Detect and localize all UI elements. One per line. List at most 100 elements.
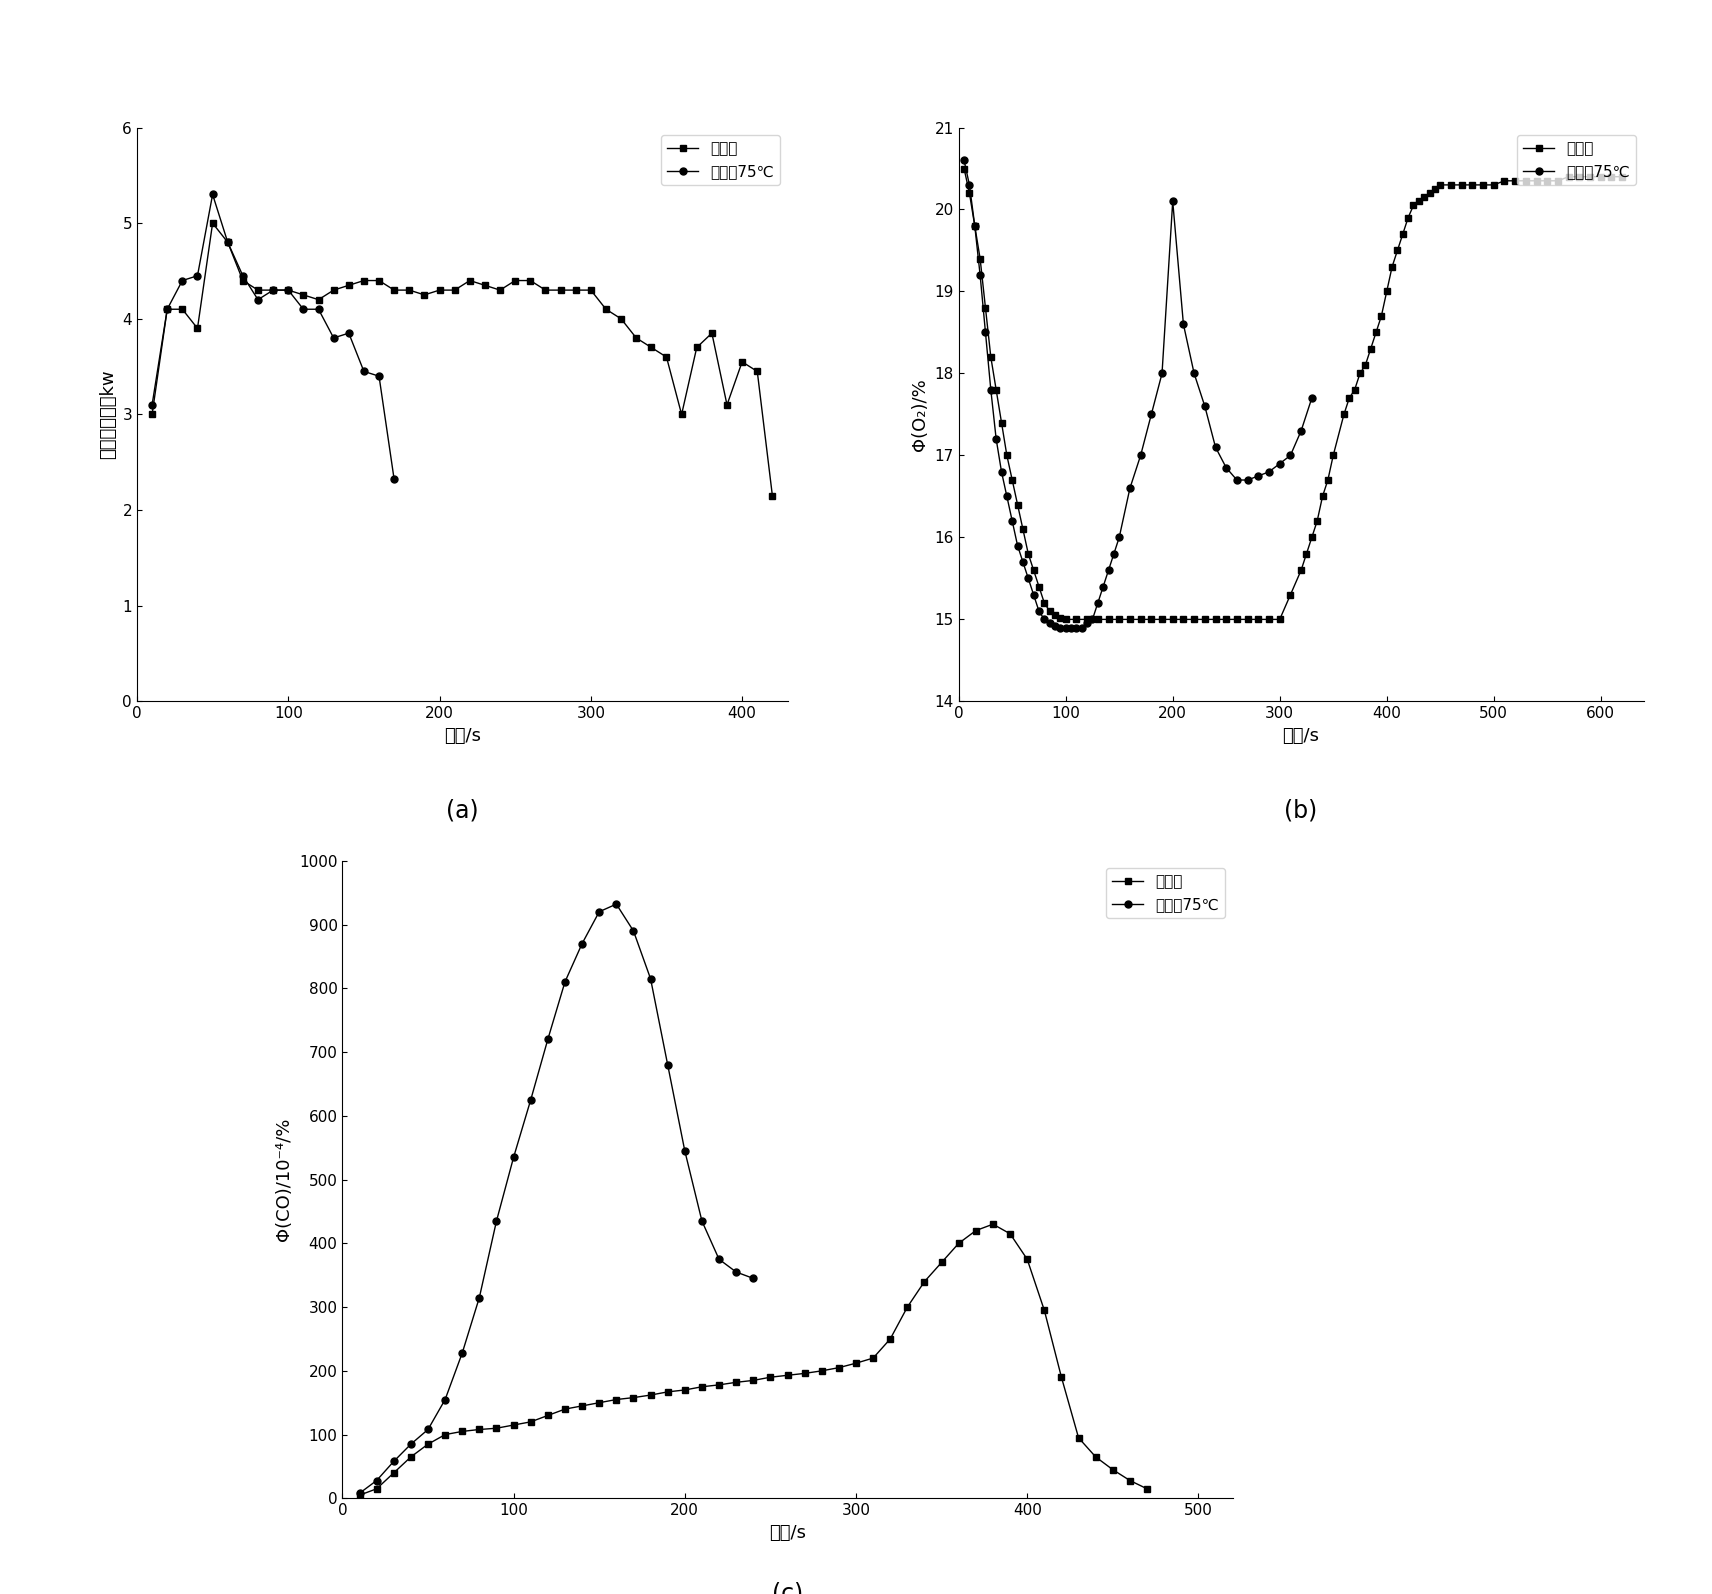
二茂铄75℃ xyxy=(354,362,375,381)
二茂铄75℃ xyxy=(1258,462,1279,481)
纯氮气 xyxy=(1296,544,1317,563)
二茂铄75℃ xyxy=(991,462,1012,481)
纯氮气 xyxy=(1017,1250,1037,1269)
二茂铄75℃ xyxy=(589,902,609,921)
二茂铄75℃ xyxy=(293,300,313,319)
二茂铄75℃ xyxy=(217,233,238,252)
二茂铄75℃ xyxy=(538,1030,558,1049)
纯氮气 xyxy=(324,281,344,300)
纯氮气 xyxy=(1055,611,1077,630)
纯氮气 xyxy=(640,338,661,357)
纯氮气 xyxy=(520,271,541,290)
二茂铄75℃ xyxy=(349,1484,370,1503)
二茂铄75℃ xyxy=(277,281,298,300)
纯氮气 xyxy=(611,309,632,328)
纯氮气 xyxy=(623,1388,644,1408)
Y-axis label: Φ(CO)/10⁻⁴/%: Φ(CO)/10⁻⁴/% xyxy=(276,1117,293,1242)
二茂铄75℃ xyxy=(1049,618,1070,638)
纯氮气 xyxy=(474,276,495,295)
纯氮气 xyxy=(1452,175,1472,194)
二茂铄75℃ xyxy=(1082,611,1103,630)
纯氮气 xyxy=(452,1422,473,1441)
二茂铄75℃ xyxy=(692,1211,712,1231)
纯氮气 xyxy=(503,1415,524,1435)
纯氮气 xyxy=(914,1272,935,1291)
Legend: 纯氮气, 二茂铄75℃: 纯氮气, 二茂铄75℃ xyxy=(1106,869,1226,918)
二茂铄75℃ xyxy=(1162,191,1183,210)
纯氮气 xyxy=(538,1406,558,1425)
Y-axis label: 热释放速率／kw: 热释放速率／kw xyxy=(99,370,116,459)
纯氮气 xyxy=(445,281,466,300)
纯氮气 xyxy=(657,1382,678,1401)
纯氮气 xyxy=(1613,167,1633,186)
纯氮气 xyxy=(486,1419,507,1438)
二茂铄75℃ xyxy=(1216,457,1236,477)
纯氮气 xyxy=(173,300,193,319)
二茂铄75℃ xyxy=(1014,553,1034,572)
二茂铄75℃ xyxy=(976,324,996,343)
二茂铄75℃ xyxy=(959,175,979,194)
纯氮气 xyxy=(762,486,782,505)
X-axis label: 时间/s: 时间/s xyxy=(443,727,481,744)
纯氮气 xyxy=(490,281,510,300)
二茂铄75℃ xyxy=(606,894,627,913)
Line: 纯氮气: 纯氮气 xyxy=(149,220,776,499)
Y-axis label: Φ(O₂)/%: Φ(O₂)/% xyxy=(911,378,930,451)
纯氮气 xyxy=(277,281,298,300)
纯氮气 xyxy=(760,1368,781,1387)
二茂铄75℃ xyxy=(324,328,344,347)
纯氮气 xyxy=(383,1463,404,1482)
二茂铄75℃ xyxy=(986,429,1007,448)
二茂铄75℃ xyxy=(339,324,360,343)
Text: (a): (a) xyxy=(445,799,479,823)
纯氮气 xyxy=(1258,611,1279,630)
二茂铄75℃ xyxy=(1077,614,1097,633)
纯氮气 xyxy=(606,1390,627,1409)
二茂铄75℃ xyxy=(1002,512,1022,531)
纯氮气 xyxy=(777,1366,798,1385)
二茂铄75℃ xyxy=(969,266,990,285)
二茂铄75℃ xyxy=(1067,618,1087,638)
纯氮气 xyxy=(399,281,419,300)
二茂铄75℃ xyxy=(1120,478,1140,497)
纯氮气 xyxy=(709,1376,729,1395)
纯氮气 xyxy=(731,352,752,371)
二茂铄75℃ xyxy=(368,367,389,386)
纯氮气 xyxy=(202,214,223,233)
二茂铄75℃ xyxy=(1205,438,1226,457)
纯氮气 xyxy=(897,1298,918,1317)
Line: 二茂铄75℃: 二茂铄75℃ xyxy=(356,901,757,1497)
二茂铄75℃ xyxy=(743,1269,764,1288)
纯氮气 xyxy=(811,1361,832,1380)
纯氮气 xyxy=(829,1358,849,1377)
纯氮气 xyxy=(248,281,269,300)
Legend: 纯氮气, 二茂铄75℃: 纯氮气, 二茂铄75℃ xyxy=(661,135,781,185)
二茂铄75℃ xyxy=(1248,467,1269,486)
二茂铄75℃ xyxy=(1024,585,1044,604)
二茂铄75℃ xyxy=(383,1452,404,1471)
二茂铄75℃ xyxy=(1291,421,1311,440)
纯氮气 xyxy=(520,1412,541,1431)
纯氮气 xyxy=(743,1371,764,1390)
二茂铄75℃ xyxy=(1061,618,1082,638)
Text: (b): (b) xyxy=(1284,799,1318,823)
二茂铄75℃ xyxy=(401,1435,421,1454)
纯氮气 xyxy=(572,1396,592,1415)
纯氮气 xyxy=(1419,183,1440,202)
二茂铄75℃ xyxy=(1270,454,1291,473)
二茂铄75℃ xyxy=(1072,618,1092,638)
二茂铄75℃ xyxy=(1173,314,1193,333)
纯氮气 xyxy=(383,281,404,300)
纯氮气 xyxy=(565,281,586,300)
二茂铄75℃ xyxy=(503,1148,524,1167)
纯氮气 xyxy=(627,328,647,347)
纯氮气 xyxy=(142,405,163,424)
纯氮气 xyxy=(954,159,974,179)
二茂铄75℃ xyxy=(452,1344,473,1363)
纯氮气 xyxy=(983,1215,1003,1234)
纯氮气 xyxy=(1120,1471,1140,1490)
二茂铄75℃ xyxy=(1019,569,1039,588)
Line: 纯氮气: 纯氮气 xyxy=(960,166,1626,623)
纯氮气 xyxy=(966,1221,986,1240)
纯氮气 xyxy=(1103,1460,1123,1479)
